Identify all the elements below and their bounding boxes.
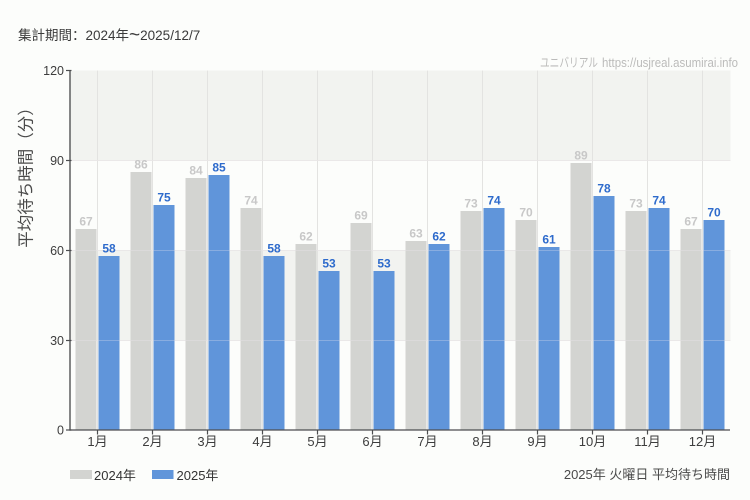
svg-text:11月: 11月 <box>634 434 661 449</box>
svg-text:1月: 1月 <box>87 434 107 449</box>
svg-text:7月: 7月 <box>417 434 437 449</box>
svg-text:https://usjreal.asumirai.info: https://usjreal.asumirai.info <box>602 55 738 70</box>
svg-text:6月: 6月 <box>362 434 382 449</box>
svg-text:69: 69 <box>354 209 368 223</box>
svg-text:ユニバリアル: ユニバリアル <box>540 56 598 70</box>
svg-text:74: 74 <box>487 194 501 208</box>
svg-text:78: 78 <box>597 182 611 196</box>
svg-text:53: 53 <box>377 257 391 271</box>
svg-text:70: 70 <box>707 206 721 220</box>
svg-text:74: 74 <box>652 194 666 208</box>
svg-text:53: 53 <box>322 257 336 271</box>
svg-text:3月: 3月 <box>197 434 217 449</box>
svg-text:90: 90 <box>50 154 64 168</box>
svg-text:10月: 10月 <box>579 434 606 449</box>
svg-text:5月: 5月 <box>307 434 327 449</box>
svg-text:63: 63 <box>409 227 423 241</box>
svg-text:60: 60 <box>50 244 64 258</box>
svg-text:70: 70 <box>519 206 533 220</box>
svg-text:8月: 8月 <box>472 434 492 449</box>
svg-text:73: 73 <box>629 197 643 211</box>
svg-text:58: 58 <box>267 242 281 256</box>
svg-text:73: 73 <box>464 197 478 211</box>
svg-text:67: 67 <box>79 215 93 229</box>
svg-text:9月: 9月 <box>527 434 547 449</box>
svg-text:30: 30 <box>50 334 64 348</box>
svg-text:74: 74 <box>244 194 258 208</box>
svg-text:0: 0 <box>57 424 64 438</box>
svg-text:平均待ち時間（分）: 平均待ち時間（分） <box>17 99 36 248</box>
svg-text:67: 67 <box>684 215 698 229</box>
svg-text:62: 62 <box>432 230 446 244</box>
svg-text:4月: 4月 <box>252 434 272 449</box>
svg-text:120: 120 <box>43 64 64 78</box>
svg-text:2月: 2月 <box>142 434 162 449</box>
svg-text:2024年: 2024年 <box>94 468 136 483</box>
svg-text:12月: 12月 <box>689 434 716 449</box>
svg-text:62: 62 <box>299 230 313 244</box>
svg-text:89: 89 <box>574 149 588 163</box>
svg-text:2025年 火曜日 平均待ち時間: 2025年 火曜日 平均待ち時間 <box>564 467 730 482</box>
svg-text:86: 86 <box>134 158 148 172</box>
svg-text:58: 58 <box>102 242 116 256</box>
svg-text:85: 85 <box>212 161 226 175</box>
svg-text:2025年: 2025年 <box>177 468 219 483</box>
svg-text:集計期間：2024年~2025/12/7: 集計期間：2024年~2025/12/7 <box>18 25 200 46</box>
svg-text:61: 61 <box>542 233 556 247</box>
svg-text:75: 75 <box>157 191 171 205</box>
svg-text:84: 84 <box>189 164 203 178</box>
